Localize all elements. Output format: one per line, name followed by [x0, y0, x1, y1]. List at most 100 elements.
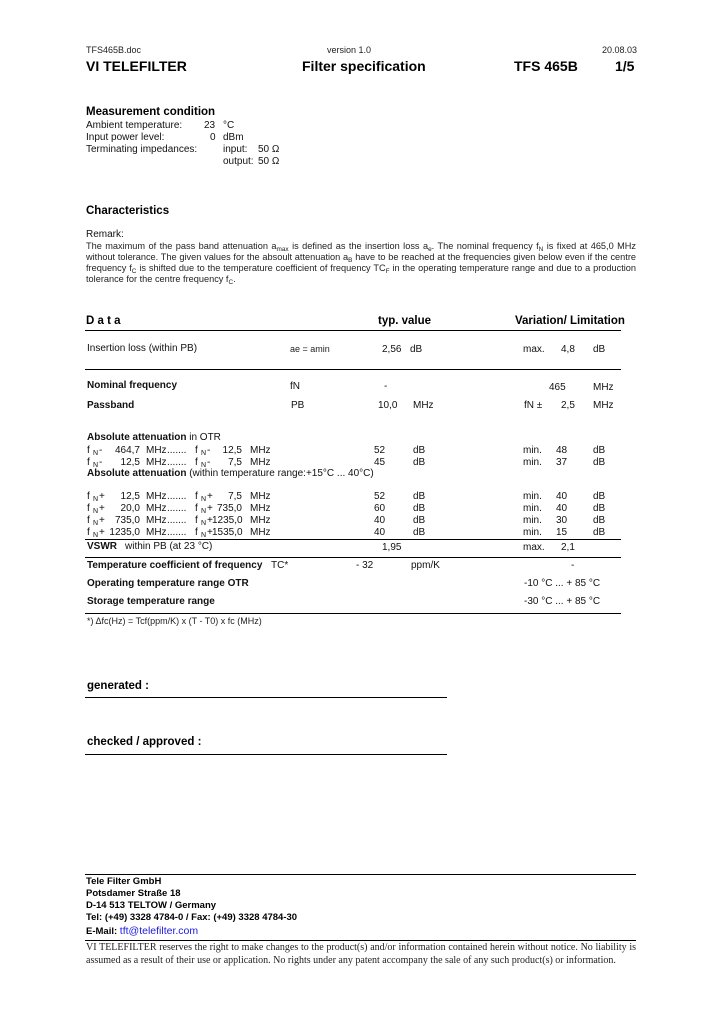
power-value: 0 [210, 132, 216, 143]
attenuation-unit: MHz [250, 457, 271, 468]
attenuation-f: f [87, 527, 90, 538]
attenuation-dots: ....... [167, 445, 187, 456]
attenuation-unit: dB [413, 503, 426, 514]
attenuation-limit: 37 [556, 457, 568, 468]
otr-heading: Absolute attenuation in OTR [87, 433, 221, 443]
attenuation-to: 7,5 [228, 457, 242, 468]
vswr-limit: 2,1 [561, 542, 575, 553]
attenuation-unit: MHz [250, 503, 271, 514]
passband-typ: 10,0 [378, 400, 398, 411]
attenuation-sign: - [99, 457, 103, 468]
attenuation-sign: + [207, 527, 213, 538]
remark-segment: in the operating temperature range and d… [86, 263, 637, 284]
subscript: e [428, 246, 432, 253]
attenuation-sign: + [99, 527, 105, 538]
attenuation-f: f [87, 491, 90, 502]
otr-label: Operating temperature range OTR [87, 578, 249, 589]
attenuation-sign: - [207, 457, 211, 468]
attenuation-dots: ....... [167, 515, 187, 526]
output-value: 50 Ω [258, 156, 280, 167]
subscript: N [538, 246, 544, 253]
attenuation-sub: N [201, 496, 207, 503]
vswr-label: VSWR [87, 541, 117, 552]
attenuation-unit: dB [593, 491, 606, 502]
attenuation-min: min. [523, 527, 542, 538]
attenuation-to: 12,5 [222, 445, 242, 456]
divider [85, 330, 621, 331]
attenuation-dots: ....... [167, 457, 187, 468]
attenuation-f: f [87, 503, 90, 514]
otr-heading-bold: Absolute attenuation [87, 432, 187, 443]
column-typ-value: typ. value [378, 315, 432, 327]
attenuation-sub: N [93, 462, 99, 469]
nominal-frequency-limit: 465 [549, 382, 566, 393]
attenuation-limit: 40 [556, 503, 568, 514]
remark-segment: is fixed at 465,0 MHz without tolerance.… [86, 241, 637, 262]
divider [85, 539, 621, 540]
attenuation-f: f [195, 457, 198, 468]
attenuation-unit: MHz [250, 527, 271, 538]
nominal-frequency-unit: MHz [593, 382, 614, 393]
column-variation: Variation/ Limitation [515, 315, 625, 327]
attenuation-unit: dB [413, 445, 426, 456]
attenuation-unit: dB [593, 515, 606, 526]
attenuation-f: f [195, 491, 198, 502]
attenuation-sign: - [99, 445, 103, 456]
attenuation-min: min. [523, 515, 542, 526]
attenuation-from: 735,0 [114, 515, 140, 526]
vswr-typ: 1,95 [382, 542, 402, 553]
attenuation-limit: 15 [556, 527, 568, 538]
temp-heading-bold: Absolute attenuation [87, 468, 187, 479]
attenuation-sign: + [99, 491, 105, 502]
divider [85, 940, 636, 941]
attenuation-limit: 48 [556, 445, 568, 456]
insertion-loss-label: Insertion loss (within PB) [87, 343, 198, 354]
passband-symbol: PB [291, 400, 305, 411]
impedance-label: Terminating impedances: [86, 144, 198, 155]
power-label: Input power level: [86, 132, 165, 143]
ambient-label: Ambient temperature: [86, 120, 183, 131]
attenuation-to: 735,0 [216, 503, 242, 514]
attenuation-typ-value: 60 [374, 503, 386, 514]
storage-label: Storage temperature range [87, 596, 215, 607]
date: 20.08.03 [602, 45, 638, 55]
page-number: 1/5 [615, 58, 635, 74]
generated-label: generated : [87, 680, 149, 692]
subscript: max [276, 246, 289, 253]
attenuation-f: f [195, 527, 198, 538]
remark-segment: The maximum of the pass band attenuation… [86, 241, 277, 251]
tc-unit: ppm/K [411, 560, 440, 571]
passband-limit: 2,5 [561, 400, 575, 411]
output-label: output: [223, 156, 254, 167]
generated-line[interactable] [85, 697, 447, 698]
attenuation-sub: N [201, 532, 207, 539]
attenuation-unit: MHz [146, 515, 167, 526]
remark-text: The maximum of the pass band attenuation… [86, 241, 637, 286]
brand: VI TELEFILTER [86, 58, 187, 74]
attenuation-unit: dB [593, 503, 606, 514]
attenuation-unit: dB [413, 491, 426, 502]
attenuation-sign: + [207, 515, 213, 526]
nominal-frequency-symbol: fN [290, 381, 300, 392]
measurement-heading: Measurement condition [86, 106, 216, 118]
nominal-frequency-label: Nominal frequency [87, 380, 178, 391]
attenuation-unit: MHz [146, 503, 167, 514]
passband-typ-unit: MHz [413, 400, 434, 411]
remark-segment: have to be reached at the frequencies gi… [86, 252, 636, 273]
remark-segment: is shifted due to the temperature coeffi… [136, 263, 386, 273]
temp-heading-suffix: (within temperature range:+15°C ... 40°C… [186, 468, 374, 479]
attenuation-sub: N [93, 450, 99, 457]
checked-label: checked / approved : [87, 736, 202, 748]
divider [85, 539, 265, 540]
otr-heading-suffix: in OTR [186, 432, 221, 443]
attenuation-unit: MHz [250, 491, 271, 502]
divider [85, 613, 621, 614]
checked-line[interactable] [85, 754, 447, 755]
attenuation-f: f [195, 503, 198, 514]
email-link[interactable]: tft@telefilter.com [119, 925, 199, 937]
attenuation-sub: N [93, 532, 99, 539]
attenuation-unit: dB [593, 527, 606, 538]
remark-label: Remark: [86, 229, 124, 240]
nominal-frequency-typ: - [384, 381, 388, 392]
subscript: C [131, 268, 137, 275]
